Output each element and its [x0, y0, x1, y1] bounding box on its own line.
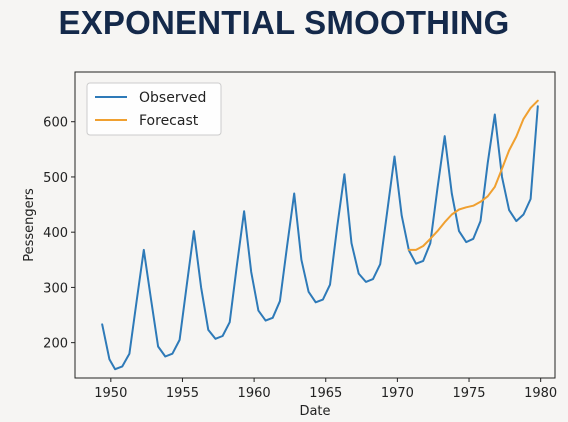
x-tick-label: 1960 [238, 386, 271, 401]
y-axis-label: Pessengers [22, 188, 37, 262]
x-tick-label: 1965 [309, 386, 342, 401]
x-tick-label: 1955 [166, 386, 199, 401]
series-line-observed [101, 105, 539, 371]
y-tick-label: 200 [43, 337, 68, 352]
x-tick-label: 1980 [524, 386, 557, 401]
x-tick-label: 1950 [94, 386, 127, 401]
y-tick-label: 600 [43, 116, 68, 131]
chart-title: EXPONENTIAL SMOOTHING [58, 4, 510, 41]
y-tick-label: 400 [43, 226, 68, 241]
legend-label-observed: Observed [139, 90, 206, 106]
x-tick-label: 1975 [452, 386, 485, 401]
plot-frame [74, 71, 556, 379]
legend-label-forecast: Forecast [139, 113, 199, 129]
series-line-forecast [407, 99, 539, 251]
x-tick-label: 1970 [381, 386, 414, 401]
x-axis-label: Date [299, 404, 330, 419]
y-tick-label: 500 [43, 171, 68, 186]
y-tick-label: 300 [43, 281, 68, 296]
